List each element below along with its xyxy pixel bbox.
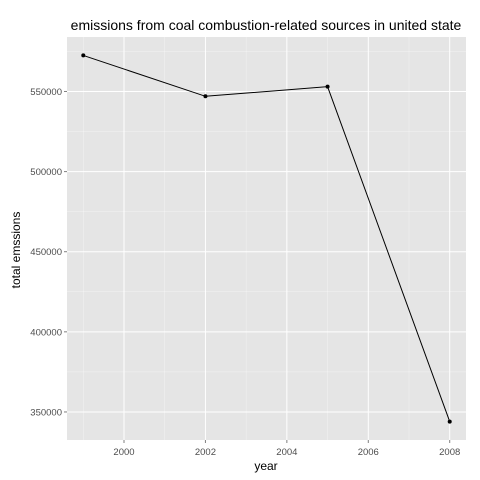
major-gridlines — [67, 37, 466, 440]
y-tick-label: 550000 — [30, 87, 62, 98]
y-tick-label: 450000 — [30, 247, 62, 258]
data-point — [203, 94, 208, 99]
chart-title: emissions from coal combustion-related s… — [71, 17, 462, 33]
series-line — [83, 54, 451, 422]
x-tick-label: 2006 — [358, 447, 379, 458]
series-layer — [81, 53, 452, 424]
plot-panel — [67, 37, 466, 440]
data-point — [81, 53, 86, 58]
x-tick-label: 2008 — [439, 447, 460, 458]
data-point — [325, 84, 330, 89]
y-axis: 350000 400000 450000 500000 550000 — [30, 87, 67, 418]
x-axis: 2000 2002 2004 2006 2008 — [113, 440, 460, 458]
y-tick-label: 500000 — [30, 167, 62, 178]
y-tick-label: 350000 — [30, 407, 62, 418]
x-tick-label: 2004 — [276, 447, 297, 458]
x-tick-label: 2000 — [113, 447, 134, 458]
y-tick-label: 400000 — [30, 327, 62, 338]
y-axis-label: total emssions — [9, 212, 23, 289]
x-tick-label: 2002 — [195, 447, 216, 458]
minor-gridlines — [67, 37, 466, 440]
data-point — [447, 419, 452, 424]
x-axis-label: year — [254, 459, 277, 473]
